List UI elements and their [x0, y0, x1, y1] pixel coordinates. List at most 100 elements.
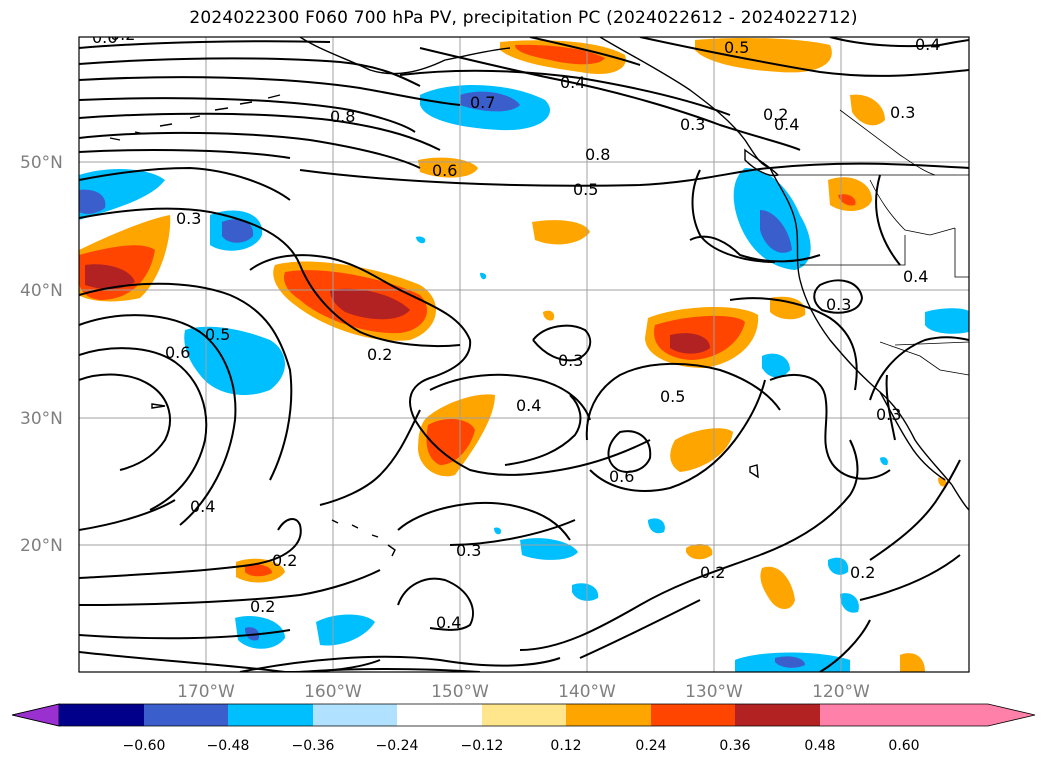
- alaska-coast: [299, 37, 511, 75]
- precip-blob: [775, 656, 805, 668]
- precip-blob: [79, 189, 106, 214]
- colorbar-segment: [228, 704, 313, 726]
- contour-label: 0.4: [516, 396, 541, 415]
- colorbar-segment: [482, 704, 566, 726]
- bc-coast: [769, 167, 801, 281]
- contour-label: 0.3: [826, 295, 851, 314]
- contour-label: 0.8: [585, 145, 610, 164]
- precip-blob: [695, 37, 832, 73]
- lat-label: 40°N: [20, 281, 63, 301]
- precip-blob: [838, 194, 856, 206]
- precip-blob: [900, 653, 925, 672]
- contour-label: 0.5: [724, 38, 749, 57]
- colorbar-tick: 0.60: [888, 738, 919, 754]
- contour-label: 0.6: [609, 467, 634, 486]
- precip-blob: [494, 527, 502, 535]
- contour-label: 0.5: [573, 180, 598, 199]
- mexico-coast: [951, 484, 969, 511]
- graticule: [79, 37, 969, 672]
- contour-label: 0.3: [558, 351, 583, 370]
- figure-title: 2024022300 F060 700 hPa PV, precipitatio…: [189, 8, 858, 28]
- precip-blob: [532, 220, 590, 245]
- contour-label: 0.7: [470, 93, 495, 112]
- precip-blob: [316, 614, 375, 646]
- precip-blob: [235, 616, 285, 649]
- colorbar: −0.60 −0.48 −0.36 −0.24 −0.12 0.12 0.24 …: [11, 703, 1036, 754]
- contour-label: 0.8: [330, 107, 355, 126]
- lon-label: 170°W: [177, 682, 235, 702]
- small-island: [151, 403, 166, 409]
- colorbar-tick: −0.36: [292, 738, 335, 754]
- colorbar-segment: [144, 704, 228, 726]
- colorbar-segment: [651, 704, 735, 726]
- colorbar-segment: [397, 704, 482, 726]
- contour-label: 0.4: [774, 115, 799, 134]
- coastlines: [109, 37, 969, 557]
- contour-label: 0.5: [205, 325, 230, 344]
- colorbar-segment: [59, 704, 144, 726]
- contour-label: 0.2: [367, 345, 392, 364]
- contour-labels: 0.6 0.5 0.4 0.7 0.8 0.4 0.3 0.8 0.6 0.5 …: [92, 28, 940, 632]
- precip-blob: [460, 91, 520, 112]
- precip-blob: [480, 272, 487, 280]
- colorbar-tick: −0.12: [461, 738, 504, 754]
- contour-label: 0.2: [763, 105, 788, 124]
- lon-label: 140°W: [558, 682, 616, 702]
- precip-blob: [880, 457, 888, 466]
- map-frame: [78, 36, 970, 673]
- colorbar-tick: 0.36: [719, 738, 750, 754]
- contour-label: 0.3: [876, 405, 901, 424]
- contour-label: 0.3: [680, 115, 705, 134]
- colorbar-ticks: −0.60 −0.48 −0.36 −0.24 −0.12 0.12 0.24 …: [123, 738, 920, 754]
- colorbar-segment: [820, 704, 904, 726]
- precip-blob: [416, 236, 426, 244]
- colorbar-tick: 0.12: [550, 738, 581, 754]
- precip-blob: [418, 157, 478, 178]
- political-borders: [770, 109, 969, 376]
- precip-blob: [828, 557, 849, 575]
- latitude-labels: 50°N 40°N 30°N 20°N: [20, 153, 63, 556]
- precip-blob: [515, 44, 605, 65]
- precip-blob: [686, 544, 713, 560]
- precip-blob: [670, 333, 710, 354]
- contour-label: 0.4: [436, 613, 461, 632]
- alaska-panhandle: [599, 37, 771, 169]
- precip-blob: [222, 219, 254, 243]
- colorbar-tick: −0.24: [376, 738, 419, 754]
- lat-label: 30°N: [20, 409, 63, 429]
- precip-blob: [184, 326, 285, 395]
- lat-label: 50°N: [20, 153, 63, 173]
- contour-label: 0.6: [92, 28, 117, 47]
- precip-blob: [520, 538, 578, 560]
- lon-label: 120°W: [812, 682, 870, 702]
- colorbar-outline: [11, 703, 1036, 727]
- precip-blob: [760, 566, 795, 609]
- lon-label: 150°W: [431, 682, 489, 702]
- contour-label: 0.4: [915, 35, 940, 54]
- precip-fill-layer: [79, 37, 969, 672]
- precip-blob: [770, 296, 806, 320]
- contour-label: 0.2: [272, 551, 297, 570]
- precip-blob: [648, 518, 665, 534]
- precip-blob: [925, 308, 969, 334]
- precip-blob: [850, 94, 885, 126]
- pv-contours: [79, 37, 969, 672]
- hawaii: [331, 519, 396, 557]
- colorbar-segment: [566, 704, 651, 726]
- colorbar-tick: −0.48: [207, 738, 250, 754]
- precip-blob: [85, 264, 135, 290]
- longitude-labels: 170°W 160°W 150°W 140°W 130°W 120°W: [177, 682, 870, 702]
- contour-label: 0.4: [903, 267, 928, 286]
- lat-label: 20°N: [20, 536, 63, 556]
- contour-label: 0.3: [176, 209, 201, 228]
- contour-label: 0.6: [165, 343, 190, 362]
- precip-blob: [245, 564, 272, 577]
- colorbar-tick: 0.24: [635, 738, 666, 754]
- contour-label: 0.4: [560, 73, 585, 92]
- colorbar-extend-min: [11, 703, 60, 727]
- contour-label: 0.2: [250, 597, 275, 616]
- lon-label: 160°W: [304, 682, 362, 702]
- small-island: [749, 464, 759, 479]
- contour-label: 0.2: [700, 563, 725, 582]
